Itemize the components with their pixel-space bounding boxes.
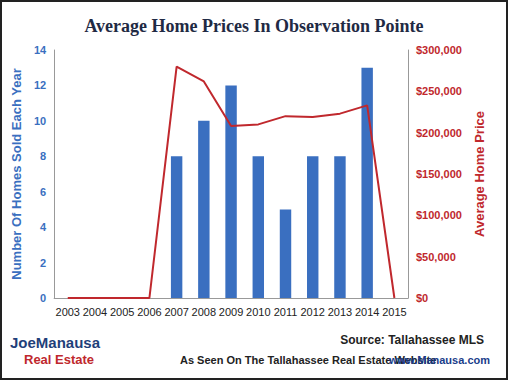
svg-text:10: 10 bbox=[34, 115, 46, 127]
svg-text:JoeManausa: JoeManausa bbox=[10, 334, 101, 351]
svg-text:Average Home Prices In Observa: Average Home Prices In Observation Point… bbox=[84, 16, 423, 36]
svg-text:As Seen On The Tallahassee Rea: As Seen On The Tallahassee Real Estate W… bbox=[180, 353, 437, 366]
svg-text:14: 14 bbox=[34, 44, 47, 56]
svg-text:Number Of Homes Sold Each Year: Number Of Homes Sold Each Year bbox=[9, 68, 24, 279]
svg-text:2: 2 bbox=[40, 257, 46, 269]
svg-text:2006: 2006 bbox=[137, 306, 161, 318]
svg-text:$0: $0 bbox=[416, 292, 428, 304]
svg-text:2014: 2014 bbox=[355, 306, 379, 318]
svg-text:2013: 2013 bbox=[328, 306, 352, 318]
svg-text:12: 12 bbox=[34, 79, 46, 91]
svg-text:$250,000: $250,000 bbox=[416, 85, 462, 97]
svg-text:2007: 2007 bbox=[164, 306, 188, 318]
svg-text:2011: 2011 bbox=[274, 306, 298, 318]
svg-text:Average Home Price: Average Home Price bbox=[472, 111, 487, 237]
svg-text:2012: 2012 bbox=[300, 306, 324, 318]
svg-text:$200,000: $200,000 bbox=[416, 127, 462, 139]
svg-text:www.Manausa.com: www.Manausa.com bbox=[388, 354, 490, 366]
svg-text:2010: 2010 bbox=[246, 306, 270, 318]
svg-text:2008: 2008 bbox=[192, 306, 216, 318]
svg-text:2015: 2015 bbox=[382, 306, 406, 318]
svg-text:2003: 2003 bbox=[56, 306, 80, 318]
svg-text:Source: Tallahassee MLS: Source: Tallahassee MLS bbox=[340, 333, 484, 347]
svg-text:2004: 2004 bbox=[83, 306, 107, 318]
svg-text:6: 6 bbox=[40, 186, 46, 198]
svg-text:2005: 2005 bbox=[110, 306, 134, 318]
svg-text:$50,000: $50,000 bbox=[416, 251, 456, 263]
svg-text:$300,000: $300,000 bbox=[416, 44, 462, 56]
svg-text:Real Estate: Real Estate bbox=[24, 352, 94, 367]
svg-text:8: 8 bbox=[40, 150, 46, 162]
svg-text:$100,000: $100,000 bbox=[416, 209, 462, 221]
svg-text:2009: 2009 bbox=[219, 306, 243, 318]
svg-text:4: 4 bbox=[40, 221, 47, 233]
svg-text:0: 0 bbox=[40, 292, 46, 304]
svg-text:$150,000: $150,000 bbox=[416, 168, 462, 180]
